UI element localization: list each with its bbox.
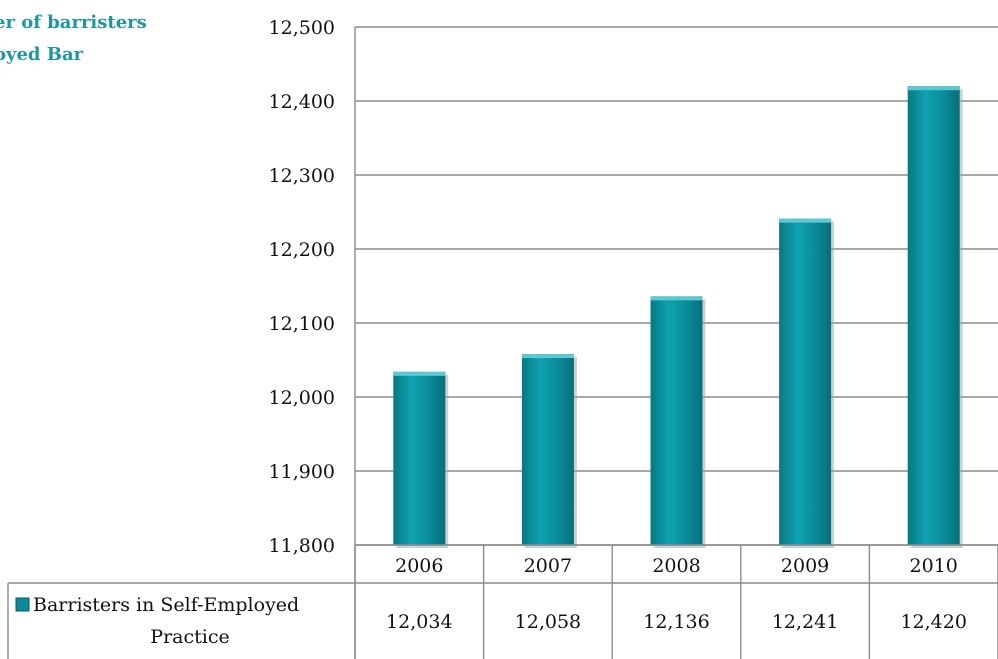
- legend-key: [15, 597, 30, 612]
- bar: [650, 296, 703, 545]
- legend-label: Barristers in Self-Employed: [33, 594, 299, 616]
- bar-top-highlight: [907, 86, 960, 91]
- y-tick-label: 12,300: [269, 165, 335, 187]
- y-tick-label: 12,200: [269, 239, 335, 261]
- bar-top-highlight: [779, 218, 832, 223]
- bars: [393, 86, 963, 548]
- data-table-value: 12,241: [772, 611, 838, 633]
- x-category-label: 2010: [910, 555, 958, 577]
- legend-label: Practice: [150, 626, 229, 648]
- y-tick-label: 12,400: [269, 91, 335, 113]
- data-table-value: 12,058: [515, 611, 581, 633]
- x-category-label: 2008: [652, 555, 700, 577]
- data-table-value: 12,136: [643, 611, 709, 633]
- y-tick-label: 11,800: [269, 535, 335, 557]
- x-category-label: 2009: [781, 555, 829, 577]
- data-table-value: 12,034: [386, 611, 452, 633]
- bar-top-highlight: [393, 371, 446, 376]
- chart-title-line-1: er of barristers: [0, 12, 147, 33]
- bar: [393, 371, 446, 545]
- y-tick-label: 12,500: [269, 17, 335, 39]
- data-table: 2006 12,034 2007 12,058 2008 12,136 2009 12,241…: [7, 544, 998, 659]
- y-axis: 11,800 11,900 12,000 12,100 12,200 12,300 12,4…: [269, 17, 356, 659]
- bar: [779, 218, 832, 545]
- y-tick-label: 11,900: [269, 461, 335, 483]
- bar-top-highlight: [521, 354, 574, 359]
- data-table-value: 12,420: [900, 611, 966, 633]
- x-category-label: 2006: [395, 555, 443, 577]
- chart-title-line-2: oyed Bar: [0, 44, 84, 65]
- x-category-label: 2007: [524, 555, 572, 577]
- chart-title: er of barristers oyed Bar: [0, 8, 220, 70]
- y-tick-label: 12,100: [269, 313, 335, 335]
- bar: [907, 86, 960, 545]
- bar-top-highlight: [650, 296, 703, 301]
- bar: [521, 354, 574, 545]
- y-tick-label: 12,000: [269, 387, 335, 409]
